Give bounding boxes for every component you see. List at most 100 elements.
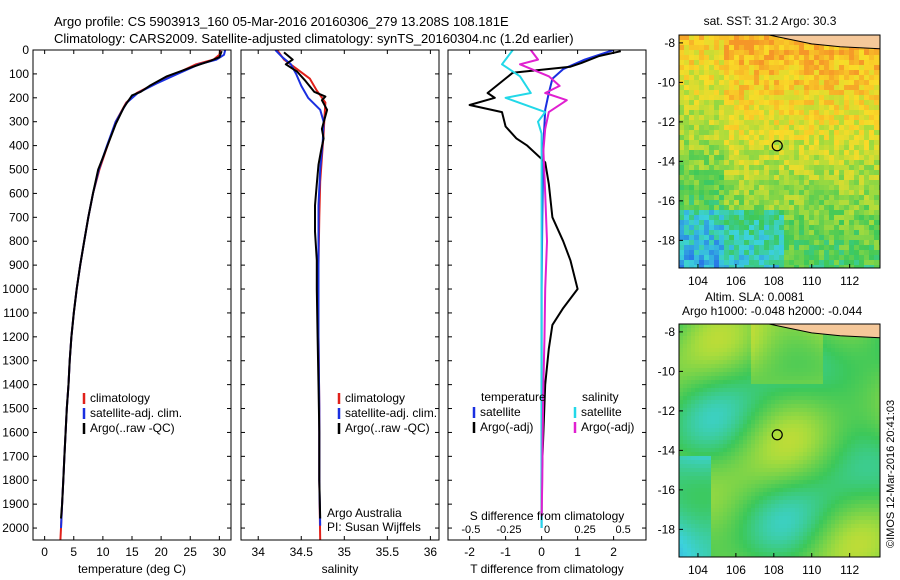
sla-map-cell: [723, 372, 728, 377]
sla-map-cell: [767, 412, 772, 417]
sla-map-cell: [799, 432, 804, 437]
sst-map-cell: [689, 85, 695, 91]
sla-map-cell: [815, 504, 820, 509]
sst-map-cell: [814, 170, 820, 176]
sst-map-cell: [864, 120, 870, 126]
sst-map-cell: [719, 165, 725, 171]
sla-map-cell: [735, 484, 740, 489]
sst-map-cell: [874, 110, 880, 116]
sla-map-cell: [703, 552, 708, 557]
sla-map-cell: [823, 540, 828, 545]
sla-map-cell: [831, 540, 836, 545]
sst-map-cell: [784, 245, 790, 251]
sst-map-cell: [794, 130, 800, 136]
sla-map-cell: [815, 484, 820, 489]
sst-map-cell: [829, 85, 835, 91]
sla-map-cell: [775, 380, 780, 385]
sst-map-cell: [709, 45, 715, 51]
sla-map-cell: [779, 484, 784, 489]
sst-map-cell: [699, 220, 705, 226]
sst-map-cell: [819, 125, 825, 131]
sla-map-cell: [839, 420, 844, 425]
sla-map-cell: [811, 528, 816, 533]
sla-map-cell: [823, 464, 828, 469]
sla-map-cell: [827, 524, 832, 529]
sla-map-cell: [867, 508, 872, 513]
sla-map-cell: [867, 412, 872, 417]
sla-map-cell: [815, 424, 820, 429]
sst-map-cell: [764, 230, 770, 236]
sst-map-cell: [824, 190, 830, 196]
sst-map-cell: [759, 145, 765, 151]
sla-map-cell: [715, 404, 720, 409]
sst-map-cell: [849, 160, 855, 166]
sla-map-cell: [815, 552, 820, 557]
sla-map-cell: [855, 540, 860, 545]
sst-map-cell: [704, 240, 710, 246]
sla-map-cell: [863, 448, 868, 453]
sst-map-cell: [874, 255, 880, 261]
sla-map-cell: [707, 384, 712, 389]
sla-map-cell: [787, 552, 792, 557]
sla-map-ytick-label: -14: [658, 443, 676, 457]
sla-map-cell: [871, 532, 876, 537]
sla-map-cell: [739, 392, 744, 397]
sst-map-cell: [729, 120, 735, 126]
sst-map-cell: [839, 120, 845, 126]
sla-map-cell: [843, 480, 848, 485]
sla-map-cell: [779, 396, 784, 401]
sla-map-cell: [703, 444, 708, 449]
sla-map-cell: [775, 452, 780, 457]
sla-map-cell: [743, 548, 748, 553]
sla-map-cell: [799, 364, 804, 369]
sla-map-cell: [779, 532, 784, 537]
sla-map-cell: [823, 428, 828, 433]
sla-map-cell: [851, 340, 856, 345]
sst-map-cell: [849, 230, 855, 236]
sla-map-cell: [779, 428, 784, 433]
sla-map-cell: [835, 420, 840, 425]
sla-map-cell: [691, 532, 696, 537]
sla-map-cell: [747, 404, 752, 409]
sst-map-cell: [759, 150, 765, 156]
sla-map-cell: [759, 424, 764, 429]
sla-map-cell: [747, 408, 752, 413]
sla-map-xtick-label: 110: [802, 563, 821, 577]
sla-map-cell: [839, 472, 844, 477]
sla-map-cell: [843, 520, 848, 525]
sla-map-cell: [743, 380, 748, 385]
sla-map-cell: [719, 392, 724, 397]
sla-map-cell: [691, 456, 696, 461]
sst-map-cell: [799, 120, 805, 126]
sla-map-cell: [875, 528, 880, 533]
sla-map-cell: [755, 508, 760, 513]
sla-map-cell: [699, 404, 704, 409]
sla-map-cell: [851, 356, 856, 361]
sla-map-cell: [779, 440, 784, 445]
sla-map-cell: [875, 492, 880, 497]
sst-map-cell: [834, 75, 840, 81]
sla-map-cell: [743, 452, 748, 457]
sla-map-cell: [691, 480, 696, 485]
sst-map-cell: [769, 170, 775, 176]
sla-map-cell: [763, 392, 768, 397]
sla-map-cell: [731, 480, 736, 485]
sst-map-cell: [749, 140, 755, 146]
sla-map-cell: [751, 424, 756, 429]
sla-map-cell: [851, 448, 856, 453]
sla-map-cell: [843, 504, 848, 509]
sst-map-cell: [834, 45, 840, 51]
sla-map-cell: [835, 544, 840, 549]
sla-map-xtick-label: 104: [688, 563, 708, 577]
sst-map-cell: [689, 80, 695, 86]
sla-map-cell: [787, 460, 792, 465]
sst-map-cell: [834, 150, 840, 156]
sla-map-cell: [771, 348, 776, 353]
sla-map-cell: [843, 512, 848, 517]
sst-map-cell: [724, 85, 730, 91]
sla-map-cell: [859, 408, 864, 413]
sst-map-cell: [809, 230, 815, 236]
sla-map-cell: [747, 460, 752, 465]
sla-map-cell: [807, 508, 812, 513]
sla-map-cell: [679, 352, 684, 357]
